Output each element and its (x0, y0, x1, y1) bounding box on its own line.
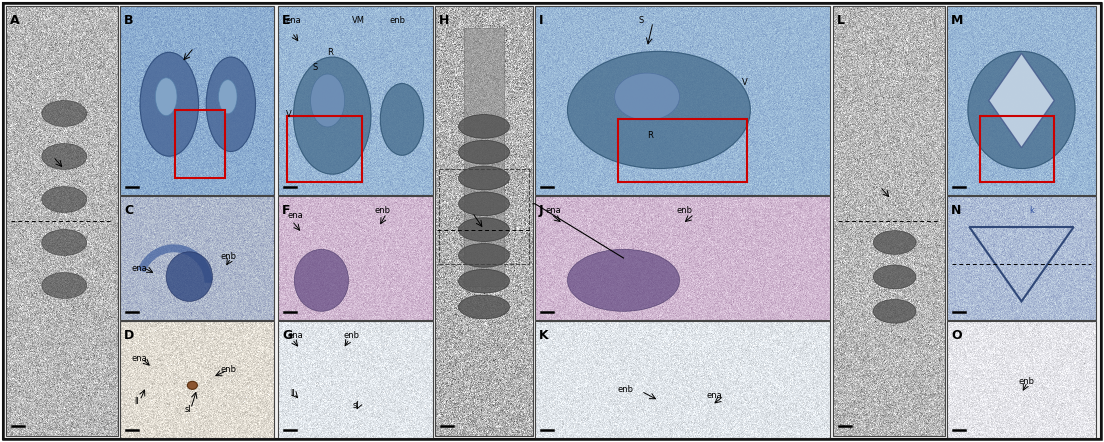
Text: B: B (124, 14, 134, 27)
Text: H: H (439, 14, 449, 27)
Text: S: S (638, 16, 644, 25)
Ellipse shape (42, 144, 86, 169)
Text: ena: ena (707, 391, 722, 400)
Text: enb: enb (220, 366, 236, 374)
Text: ena: ena (288, 331, 304, 340)
Text: N: N (951, 204, 962, 217)
Bar (120, 6, 274, 195)
Ellipse shape (188, 381, 198, 389)
Ellipse shape (42, 101, 86, 126)
Bar (278, 321, 433, 438)
Ellipse shape (968, 51, 1075, 168)
Text: I: I (539, 14, 543, 27)
Ellipse shape (140, 52, 199, 156)
Text: ena: ena (132, 354, 148, 363)
Ellipse shape (458, 218, 509, 241)
Text: D: D (124, 329, 135, 342)
Ellipse shape (873, 265, 916, 289)
Text: ena: ena (132, 264, 148, 273)
Text: enb: enb (343, 331, 359, 340)
Text: S: S (312, 63, 317, 72)
Text: A: A (10, 14, 20, 27)
Ellipse shape (310, 74, 344, 127)
Ellipse shape (458, 141, 509, 164)
Text: ena: ena (288, 211, 304, 220)
Bar (439, 169, 529, 264)
Text: ena: ena (545, 206, 561, 215)
Text: E: E (282, 14, 290, 27)
Ellipse shape (567, 51, 751, 168)
Text: enb: enb (390, 16, 405, 25)
Ellipse shape (567, 249, 680, 311)
Text: M: M (951, 14, 964, 27)
Text: ll: ll (134, 397, 139, 406)
Text: V: V (742, 78, 747, 87)
Ellipse shape (615, 73, 680, 120)
Text: R: R (647, 131, 652, 140)
Ellipse shape (219, 80, 237, 114)
Ellipse shape (458, 192, 509, 216)
Text: sl: sl (352, 400, 359, 410)
Text: O: O (951, 329, 962, 342)
Text: enb: enb (617, 385, 634, 394)
Bar (947, 6, 1096, 195)
Text: G: G (282, 329, 293, 342)
Ellipse shape (380, 84, 424, 155)
Bar (120, 196, 274, 320)
Ellipse shape (873, 231, 916, 254)
Text: C: C (124, 204, 134, 217)
Bar (176, 110, 225, 178)
Bar (278, 196, 433, 320)
Ellipse shape (458, 114, 509, 138)
Ellipse shape (42, 273, 86, 298)
Text: sl: sl (184, 405, 191, 414)
Ellipse shape (294, 57, 371, 174)
Bar (947, 196, 1096, 320)
Ellipse shape (42, 229, 86, 255)
Ellipse shape (156, 78, 177, 116)
Bar (535, 6, 830, 195)
Text: enb: enb (220, 252, 236, 261)
Text: K: K (539, 329, 549, 342)
Bar (947, 321, 1096, 438)
Text: ll: ll (290, 389, 295, 398)
Text: L: L (837, 14, 845, 27)
Bar (834, 6, 945, 436)
Text: enb: enb (1019, 377, 1034, 386)
Bar (6, 6, 118, 436)
Text: R: R (328, 48, 333, 57)
Bar (120, 321, 274, 438)
Bar (535, 321, 830, 438)
Text: ena: ena (286, 16, 301, 25)
Ellipse shape (873, 300, 916, 323)
Bar (617, 119, 747, 182)
Text: k: k (1029, 206, 1033, 215)
Ellipse shape (458, 244, 509, 267)
Bar (979, 116, 1054, 182)
Text: V: V (286, 110, 291, 119)
Bar (435, 6, 533, 436)
Ellipse shape (458, 166, 509, 190)
Text: VM: VM (352, 16, 365, 25)
Text: F: F (282, 204, 290, 217)
Ellipse shape (167, 252, 212, 301)
Bar (287, 116, 362, 182)
Text: J: J (539, 204, 543, 217)
Polygon shape (989, 53, 1054, 148)
Bar (278, 6, 433, 195)
Ellipse shape (458, 269, 509, 293)
Ellipse shape (206, 57, 255, 152)
Text: enb: enb (677, 206, 692, 215)
Bar (535, 196, 830, 320)
Ellipse shape (458, 295, 509, 319)
Bar (465, 27, 503, 286)
Ellipse shape (295, 249, 349, 311)
Ellipse shape (42, 187, 86, 213)
Wedge shape (138, 244, 212, 283)
Text: enb: enb (374, 206, 390, 215)
